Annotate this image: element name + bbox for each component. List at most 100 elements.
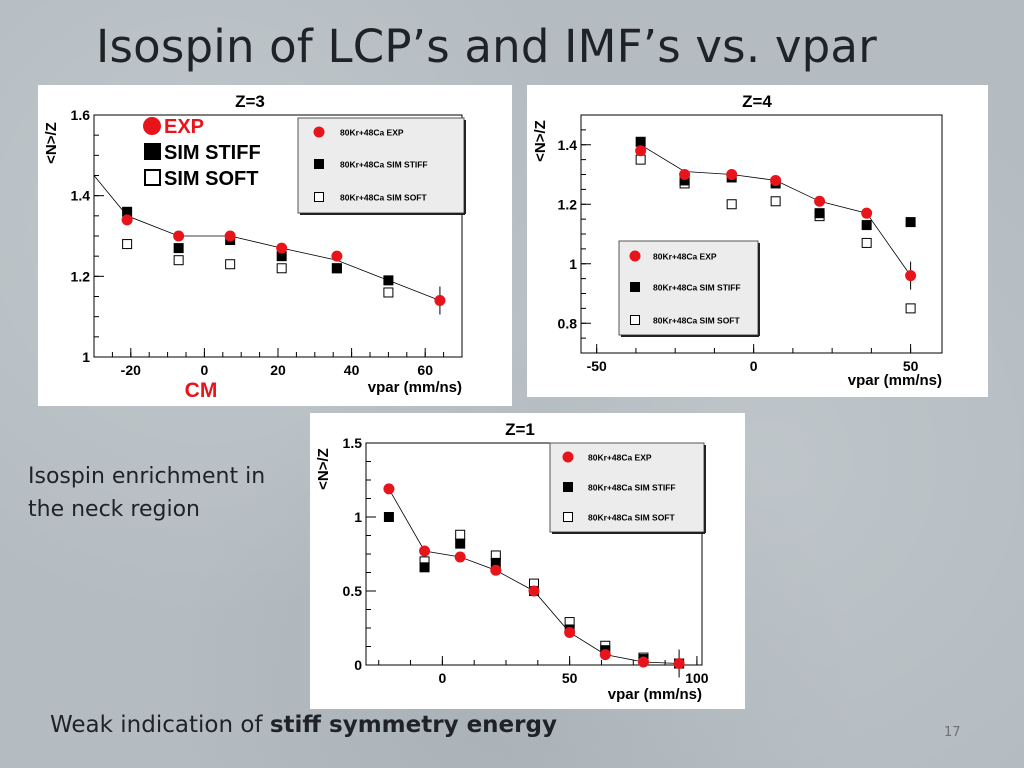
x-tick-label: 100 <box>685 670 709 686</box>
x-axis-label: vpar (mm/ns) <box>848 372 942 389</box>
sim-stiff-point <box>419 562 430 573</box>
legend-marker <box>563 482 573 492</box>
exp-point <box>770 174 782 186</box>
exp-point <box>814 195 826 207</box>
y-tick-label: 1.2 <box>71 268 91 284</box>
exp-point <box>490 564 502 576</box>
trend-line <box>93 175 441 301</box>
exp-point <box>383 483 395 495</box>
y-tick-label: 0.5 <box>343 583 363 599</box>
legend-marker <box>314 192 324 202</box>
chart-title: Z=4 <box>742 92 772 111</box>
exp-point <box>528 585 540 597</box>
y-tick-label: 0 <box>354 657 362 673</box>
legend-marker <box>630 282 640 292</box>
x-tick-label: 50 <box>903 358 919 374</box>
sim-soft-point <box>861 237 872 248</box>
legend-marker <box>562 451 574 463</box>
chart-panel-z4: Z=4 -50 0 50 0.8 1 1.2 1.4 vpar (mm/ns) <N>/Z 80Kr… <box>527 85 988 397</box>
sim-soft-point <box>726 199 737 210</box>
cm-label: CM <box>185 379 218 402</box>
x-tick-label: 60 <box>417 362 433 378</box>
big-legend-soft-label: SIM SOFT <box>164 168 258 190</box>
sim-stiff-point <box>635 136 646 147</box>
legend-label: 80Kr+48Ca SIM SOFT <box>588 513 675 523</box>
legend-marker <box>630 315 640 325</box>
sim-stiff-point <box>276 251 287 262</box>
exp-point <box>121 214 133 226</box>
sim-soft-point <box>383 287 394 298</box>
legend-label: 80Kr+48Ca SIM STIFF <box>653 283 741 293</box>
y-tick-label: 1.6 <box>71 107 91 123</box>
sim-soft-point <box>635 154 646 165</box>
x-tick-label: 0 <box>750 358 758 374</box>
sim-stiff-point <box>331 263 342 274</box>
sim-soft-point <box>905 303 916 314</box>
exp-point <box>599 649 611 661</box>
y-axis-label: <N>/Z <box>43 122 60 164</box>
legend-label: 80Kr+48Ca EXP <box>588 453 652 463</box>
y-tick-label: 1.5 <box>343 435 363 451</box>
y-axis-label: <N>/Z <box>532 120 549 162</box>
big-legend-exp-label: EXP <box>164 116 204 138</box>
exp-point <box>726 169 738 180</box>
sim-stiff-point <box>383 512 394 522</box>
x-tick-label: 0 <box>201 362 209 378</box>
y-tick-label: 0.8 <box>558 315 578 331</box>
page-number: 17 <box>944 725 961 740</box>
legend-marker <box>629 250 641 262</box>
sim-soft-point <box>225 259 236 270</box>
exp-point <box>419 545 431 557</box>
sim-stiff-point <box>173 243 184 254</box>
sim-stiff-point <box>679 175 690 186</box>
legend-box <box>297 117 465 214</box>
exp-point <box>224 230 236 242</box>
legend-box <box>549 442 705 533</box>
conclusion-text: Weak indication of stiff symmetry energy <box>50 712 557 738</box>
legend-label: 80Kr+48Ca EXP <box>653 252 717 262</box>
big-legend-soft-marker <box>144 169 161 186</box>
exp-point <box>454 551 466 563</box>
exp-point <box>679 169 691 180</box>
legend-label: 80Kr+48Ca SIM STIFF <box>588 483 676 493</box>
legend-label: 80Kr+48Ca SIM SOFT <box>653 316 740 326</box>
exp-point <box>861 207 873 219</box>
x-tick-label: 40 <box>344 362 360 378</box>
exp-point <box>434 295 446 307</box>
x-tick-label: 0 <box>438 670 446 686</box>
chart-title: Z=3 <box>235 92 265 111</box>
y-tick-label: 1 <box>82 349 90 365</box>
chart-title: Z=1 <box>505 420 535 439</box>
sim-soft-point <box>770 196 781 207</box>
chart-z3: Z=3 -20 0 20 40 60 1 1.2 1.4 1.6 vpar (mm/ns) <N>/Z… <box>43 92 466 402</box>
exp-point <box>173 230 185 242</box>
sim-stiff-point <box>455 538 466 549</box>
exp-point <box>331 250 343 262</box>
legend-marker <box>314 159 324 169</box>
chart-z1: Z=1 0 50 100 0 0.5 1 1.5 vpar (mm/ns) <N>/Z 80Kr+4… <box>315 420 709 703</box>
x-tick-label: 50 <box>562 670 578 686</box>
slide-title: Isospin of LCP’s and IMF’s vs. vpar <box>96 20 877 73</box>
sim-stiff-point <box>490 557 501 568</box>
exp-point <box>637 656 649 668</box>
legend-label: 80Kr+48Ca SIM STIFF <box>340 160 428 170</box>
x-axis-label: vpar (mm/ns) <box>608 686 702 703</box>
chart-panel-z1: Z=1 0 50 100 0 0.5 1 1.5 vpar (mm/ns) <N>/Z 80Kr+4… <box>310 413 745 709</box>
exp-point <box>564 626 576 638</box>
x-axis-label: vpar (mm/ns) <box>368 379 462 396</box>
y-tick-label: 1 <box>354 509 362 525</box>
big-legend-exp-marker <box>143 117 161 135</box>
big-legend-stiff-marker <box>144 143 161 160</box>
y-tick-label: 1 <box>569 256 577 272</box>
conclusion-prefix: Weak indication of <box>50 712 270 738</box>
sim-soft-point <box>122 239 133 250</box>
sim-stiff-point <box>814 208 825 219</box>
exp-point <box>635 145 647 157</box>
exp-point <box>905 270 917 282</box>
exp-point <box>673 658 685 670</box>
sim-stiff-point <box>861 220 872 231</box>
neck-note: Isospin enrichment in the neck region <box>28 464 266 522</box>
sim-soft-point <box>455 529 466 540</box>
legend-marker <box>313 126 325 138</box>
sim-stiff-point <box>122 206 133 217</box>
